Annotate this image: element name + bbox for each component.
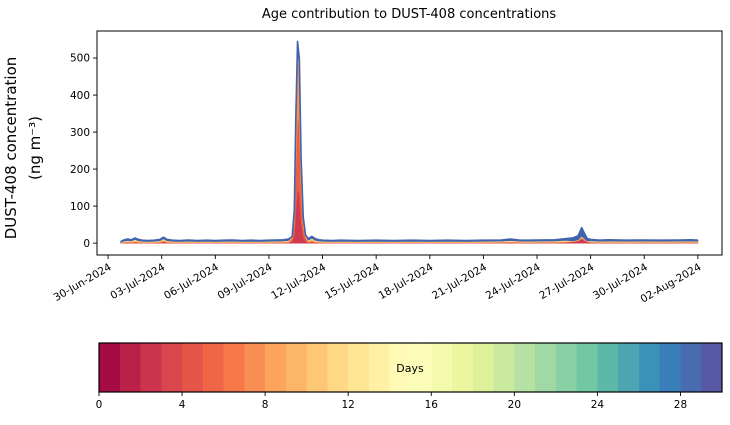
colorbar-cell bbox=[285, 343, 308, 392]
total-envelope-line bbox=[120, 40, 698, 243]
y-tick-label: 400 bbox=[70, 90, 90, 102]
area-layer-age-20-30-days bbox=[120, 40, 699, 243]
colorbar-cell bbox=[327, 343, 349, 392]
y-axis-label-line2: (ng m⁻³) bbox=[26, 116, 44, 180]
colorbar-tick-label: 24 bbox=[591, 399, 605, 411]
x-tick-label: 12-Jul-2024 bbox=[269, 261, 328, 302]
x-tick-label: 09-Jul-2024 bbox=[216, 261, 275, 302]
y-tick-label: 100 bbox=[70, 201, 90, 213]
x-tick-label: 18-Jul-2024 bbox=[377, 261, 436, 302]
colorbar-cell bbox=[306, 343, 328, 392]
x-tick-label: 30-Jun-2024 bbox=[52, 261, 114, 304]
colorbar-tick-label: 12 bbox=[342, 399, 355, 411]
y-tick-label: 0 bbox=[83, 238, 90, 250]
stacked-area-layers bbox=[120, 40, 699, 244]
x-tick-label: 21-Jul-2024 bbox=[430, 261, 489, 302]
colorbar-cell bbox=[368, 343, 391, 392]
colorbar-tick-label: 16 bbox=[425, 399, 439, 411]
x-tick-label: 15-Jul-2024 bbox=[323, 261, 382, 302]
colorbar-cell bbox=[389, 343, 411, 392]
colorbar-cell bbox=[493, 343, 515, 392]
colorbar-cell bbox=[161, 343, 183, 392]
colorbar-cell bbox=[597, 343, 619, 392]
colorbar-cell bbox=[535, 343, 557, 392]
colorbar-cell bbox=[431, 343, 453, 392]
colorbar-cell bbox=[452, 343, 474, 392]
colorbar-tick-label: 20 bbox=[508, 399, 521, 411]
y-tick-label: 500 bbox=[70, 53, 90, 65]
colorbar-cell bbox=[576, 343, 598, 392]
colorbar-cell bbox=[555, 343, 578, 392]
colorbar-tick-label: 8 bbox=[262, 399, 269, 411]
x-tick-label: 24-Jul-2024 bbox=[484, 261, 543, 302]
colorbar-cell bbox=[348, 343, 370, 392]
colorbar-tick-label: 28 bbox=[674, 399, 687, 411]
colorbar-cell bbox=[472, 343, 495, 392]
y-axis-label-line1: DUST-408 concentration bbox=[2, 57, 20, 240]
colorbar-cell bbox=[244, 343, 266, 392]
colorbar-cell bbox=[99, 343, 121, 392]
y-tick-label: 300 bbox=[70, 127, 90, 139]
colorbar-cell bbox=[701, 343, 723, 392]
chart-title: Age contribution to DUST-408 concentrati… bbox=[262, 7, 557, 22]
x-tick-label: 03-Jul-2024 bbox=[108, 261, 167, 302]
y-tick-label: 200 bbox=[70, 164, 90, 176]
colorbar-cell bbox=[182, 343, 204, 392]
colorbar-cell bbox=[140, 343, 162, 392]
colorbar-label: Days bbox=[396, 362, 424, 375]
area-layer-age-4-10-days bbox=[120, 51, 699, 244]
colorbar: 0 4 8 12 16 20 24 28 bbox=[96, 342, 723, 411]
area-layer-age-1-4-days bbox=[120, 113, 699, 244]
colorbar-cell bbox=[119, 343, 142, 392]
area-layer-age-10-20-days bbox=[120, 49, 699, 243]
colorbar-frame bbox=[98, 342, 723, 393]
colorbar-cell bbox=[202, 343, 225, 392]
colorbar-cell bbox=[223, 343, 245, 392]
axes: 0 100 200 300 400 500 30-Jun-202403-Jul-202406… bbox=[52, 30, 723, 306]
x-tick-label: 27-Jul-2024 bbox=[537, 261, 596, 302]
colorbar-cell bbox=[659, 343, 681, 392]
x-tick-label: 06-Jul-2024 bbox=[162, 261, 221, 302]
colorbar-cell bbox=[514, 343, 536, 392]
area-layer-age-0-1-days bbox=[120, 188, 699, 244]
colorbar-cell bbox=[680, 343, 702, 392]
colorbar-tick-label: 4 bbox=[179, 399, 186, 411]
plot-frame bbox=[96, 30, 723, 256]
colorbar-cell bbox=[638, 343, 661, 392]
colorbar-tick-label: 0 bbox=[96, 399, 103, 411]
colorbar-cell bbox=[265, 343, 287, 392]
colorbar-cell bbox=[410, 343, 432, 392]
colorbar-cell bbox=[618, 343, 640, 392]
x-tick-label: 02-Aug-2024 bbox=[639, 261, 704, 306]
